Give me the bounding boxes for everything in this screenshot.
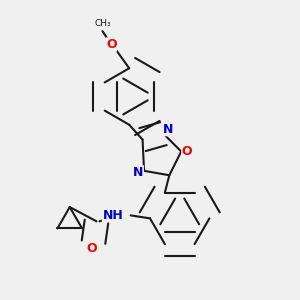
Text: O: O: [106, 38, 117, 51]
Text: NH: NH: [103, 209, 123, 222]
Text: O: O: [182, 145, 193, 158]
Text: N: N: [163, 123, 173, 136]
Text: O: O: [87, 242, 98, 255]
Text: N: N: [133, 166, 143, 179]
Text: CH₃: CH₃: [94, 19, 111, 28]
